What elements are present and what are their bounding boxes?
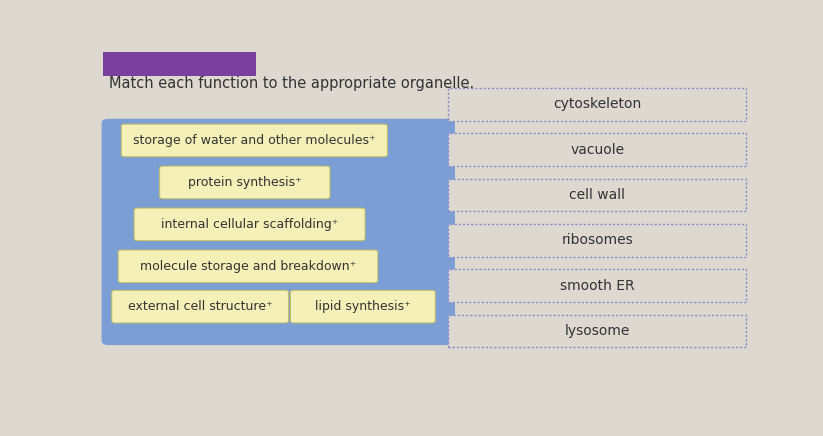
- FancyBboxPatch shape: [103, 52, 256, 76]
- Text: cytoskeleton: cytoskeleton: [553, 97, 641, 111]
- FancyBboxPatch shape: [448, 133, 746, 166]
- FancyBboxPatch shape: [448, 179, 746, 211]
- FancyBboxPatch shape: [448, 88, 746, 121]
- Text: molecule storage and breakdown⁺: molecule storage and breakdown⁺: [140, 260, 356, 273]
- Text: ribosomes: ribosomes: [561, 233, 633, 247]
- FancyBboxPatch shape: [121, 124, 388, 157]
- Text: cell wall: cell wall: [570, 188, 625, 202]
- FancyBboxPatch shape: [291, 290, 435, 323]
- Text: internal cellular scaffolding⁺: internal cellular scaffolding⁺: [160, 218, 338, 231]
- Text: lysosome: lysosome: [565, 324, 630, 338]
- Text: smooth ER: smooth ER: [560, 279, 635, 293]
- FancyBboxPatch shape: [119, 250, 378, 283]
- Text: external cell structure⁺: external cell structure⁺: [128, 300, 272, 313]
- Text: protein synthesis⁺: protein synthesis⁺: [188, 176, 302, 189]
- FancyBboxPatch shape: [160, 166, 330, 199]
- Text: Match each function to the appropriate organelle.: Match each function to the appropriate o…: [109, 76, 475, 91]
- FancyBboxPatch shape: [448, 269, 746, 302]
- FancyBboxPatch shape: [112, 290, 289, 323]
- Text: storage of water and other molecules⁺: storage of water and other molecules⁺: [133, 134, 375, 147]
- FancyBboxPatch shape: [101, 119, 455, 345]
- Text: vacuole: vacuole: [570, 143, 625, 157]
- FancyBboxPatch shape: [448, 314, 746, 347]
- FancyBboxPatch shape: [448, 224, 746, 257]
- FancyBboxPatch shape: [134, 208, 365, 241]
- Text: lipid synthesis⁺: lipid synthesis⁺: [315, 300, 411, 313]
